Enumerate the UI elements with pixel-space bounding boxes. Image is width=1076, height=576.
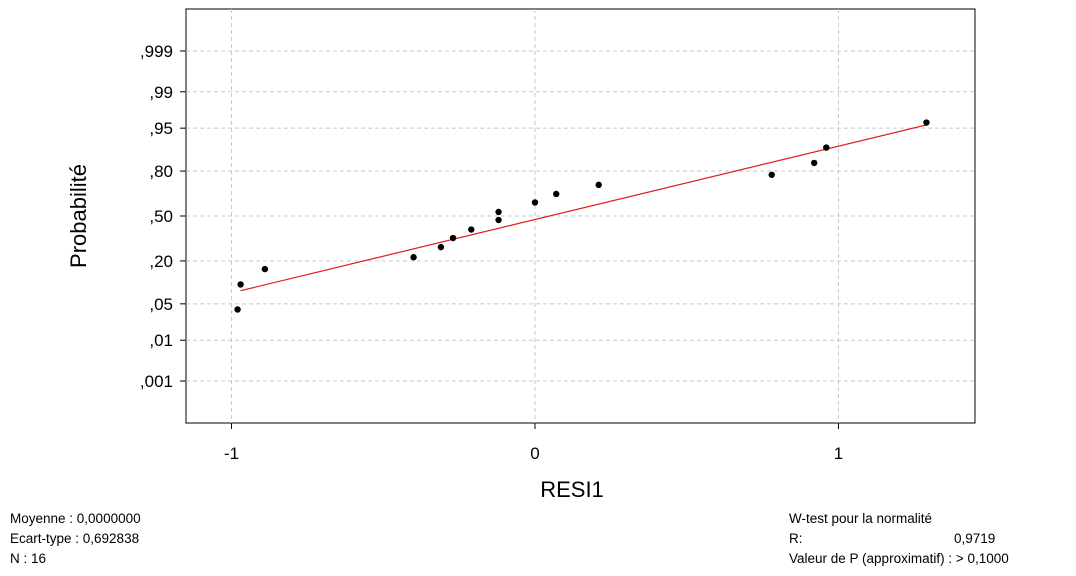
x-tick-label: 0 (530, 444, 539, 463)
data-point (437, 243, 445, 251)
data-point (923, 119, 930, 126)
data-point (261, 265, 269, 273)
normality-test-title: W-test pour la normalité (789, 511, 933, 526)
y-tick-label: ,01 (149, 331, 173, 350)
y-tick-label: ,20 (149, 252, 173, 271)
mean-text: Moyenne : 0,0000000 (10, 511, 141, 526)
fit-line-group (240, 124, 927, 292)
y-tick-labels: ,999 ,99 ,95 ,80 ,50 ,20 ,05 ,01 ,001 (140, 42, 186, 391)
y-tick-label: ,80 (149, 162, 173, 181)
data-point (410, 254, 417, 261)
data-point (468, 226, 475, 233)
x-tick-label: 1 (834, 444, 843, 463)
data-point (237, 281, 244, 288)
y-tick-label: ,999 (140, 42, 173, 61)
data-point (495, 216, 502, 224)
y-tick-label: ,50 (149, 207, 173, 226)
fit-line (240, 124, 927, 292)
p-value-text: Valeur de P (approximatif) : > 0,1000 (789, 551, 1009, 566)
stdev-text: Ecart-type : 0,692838 (10, 531, 140, 546)
y-tick-label: ,99 (149, 83, 173, 102)
data-point (553, 190, 560, 198)
y-axis-title: Probabilité (66, 164, 91, 268)
normality-test: W-test pour la normalité R: 0,9719 Valeu… (789, 509, 1009, 569)
r-value: 0,9719 (954, 531, 996, 546)
x-axis-title: RESI1 (540, 477, 604, 500)
r-label: R: (789, 531, 803, 546)
summary-stats: Moyenne : 0,0000000 Ecart-type : 0,69283… (10, 509, 141, 569)
grid (186, 9, 975, 423)
y-tick-label: ,95 (149, 119, 173, 138)
data-point (823, 144, 830, 151)
data-point (595, 181, 602, 189)
r-row: R: 0,9719 (789, 529, 1009, 549)
data-point (234, 306, 241, 313)
y-tick-label: ,001 (140, 372, 173, 391)
data-points (234, 119, 930, 313)
n-text: N : 16 (10, 551, 47, 566)
data-point (449, 234, 457, 242)
probability-plot: ,999 ,99 ,95 ,80 ,50 ,20 ,05 ,01 ,001 -1 0 1 RESI1… (66, 8, 976, 500)
data-point (495, 208, 502, 216)
x-tick-label: -1 (224, 444, 239, 463)
x-tick-labels: -1 0 1 (224, 423, 843, 463)
data-point (768, 171, 775, 178)
data-point (810, 159, 818, 167)
y-tick-label: ,05 (149, 295, 173, 314)
data-point (531, 199, 539, 206)
